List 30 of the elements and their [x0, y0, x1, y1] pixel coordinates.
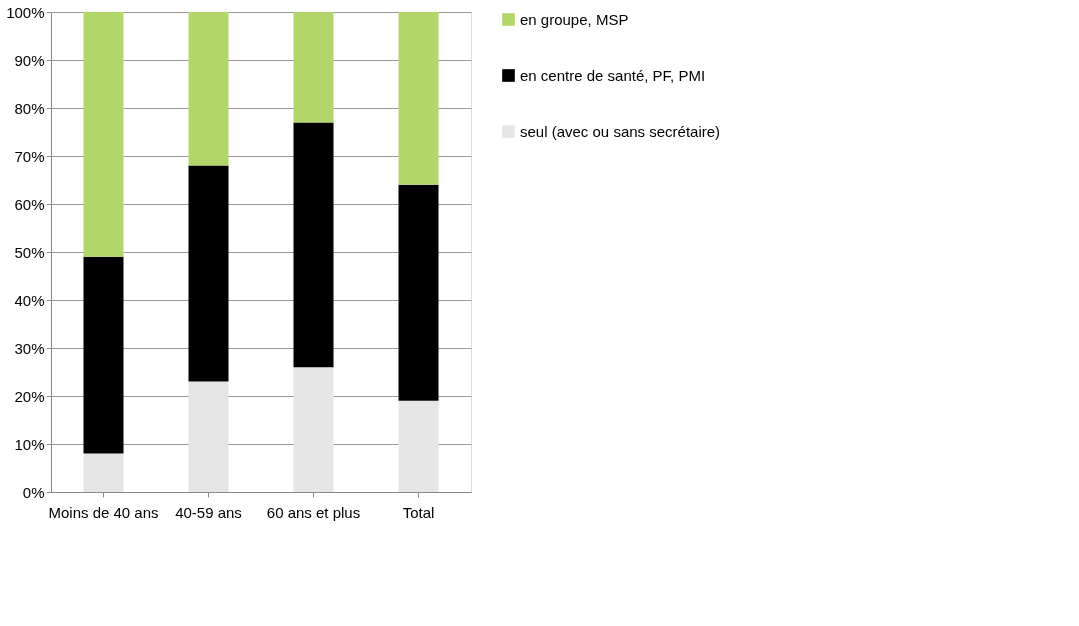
- x-tick-label: Moins de 40 ans: [48, 503, 159, 521]
- bar: [188, 12, 229, 166]
- x-tick-label: Total: [402, 503, 435, 521]
- y-tick-label: 40%: [14, 291, 45, 309]
- bar: [398, 400, 439, 492]
- bar: [293, 12, 334, 123]
- legend-label: seul (avec ou sans secrétaire): [520, 122, 721, 140]
- y-tick-label: 0%: [22, 483, 45, 501]
- y-tick-label: 100%: [6, 3, 45, 21]
- y-tick-label: 20%: [14, 387, 45, 405]
- bar: [398, 12, 439, 185]
- legend-label: en groupe, MSP: [520, 10, 629, 28]
- bar: [293, 122, 334, 368]
- bar: [398, 184, 439, 401]
- y-tick-label: 90%: [14, 51, 45, 69]
- legend-label: en centre de santé, PF, PMI: [520, 66, 706, 84]
- bar: [83, 256, 124, 454]
- y-tick-label: 50%: [14, 243, 45, 261]
- bar: [188, 165, 229, 382]
- x-tick-label: 60 ans et plus: [266, 503, 361, 521]
- bar: [83, 12, 124, 257]
- bar: [293, 367, 334, 492]
- y-tick-label: 60%: [14, 195, 45, 213]
- bar: [188, 381, 229, 492]
- y-tick-label: 70%: [14, 147, 45, 165]
- y-tick-label: 10%: [14, 435, 45, 453]
- y-tick-label: 80%: [14, 99, 45, 117]
- x-tick-label: 40-59 ans: [175, 503, 242, 521]
- bar: [83, 453, 124, 492]
- y-tick-label: 30%: [14, 339, 45, 357]
